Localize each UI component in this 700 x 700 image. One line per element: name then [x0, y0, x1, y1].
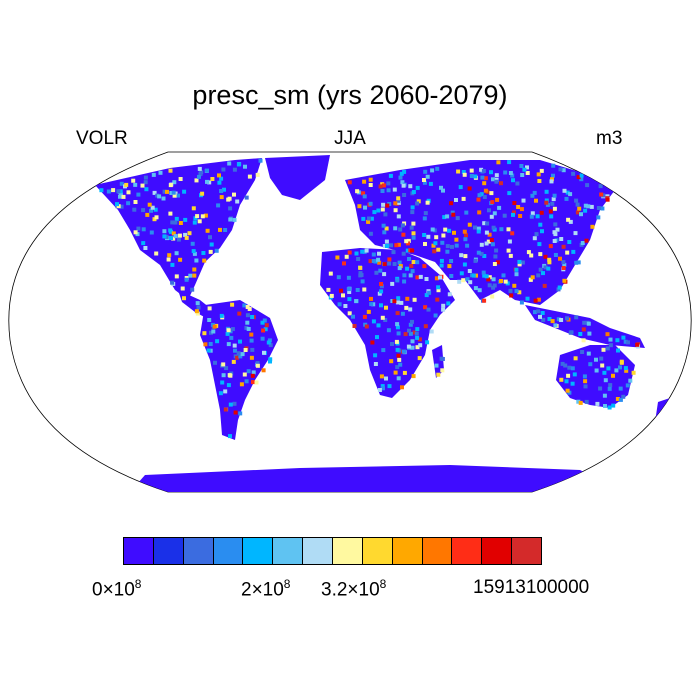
colorbar-tick-label: 15913100000 [473, 577, 590, 598]
colorbar-box [361, 537, 393, 565]
greenland [265, 155, 330, 200]
colorbar-box [242, 537, 274, 565]
colorbar-box [511, 537, 542, 565]
season-label: JJA [334, 128, 366, 149]
colorbar-box [391, 537, 423, 565]
colorbar-box [123, 537, 154, 565]
south-america [200, 300, 278, 440]
colorbar-box [182, 537, 214, 565]
antarctica [130, 465, 600, 492]
colorbar-tick-label: 2×108 [241, 577, 291, 601]
colorbar-tick-label: 3.2×108 [321, 577, 387, 601]
southeast-asia-islands [525, 305, 645, 348]
colorbar-box [302, 537, 333, 565]
map-title: presc_sm (yrs 2060-2079) [192, 80, 508, 110]
africa [320, 248, 455, 398]
colorbar-box [212, 537, 244, 565]
australia [556, 345, 635, 408]
units-label: m3 [596, 128, 623, 149]
alaska-west [95, 178, 140, 200]
variable-label: VOLR [76, 128, 128, 149]
colorbar-box [332, 537, 363, 565]
colorbar-box [451, 537, 483, 565]
colorbar-box [152, 537, 184, 565]
colorbar-box [421, 537, 453, 565]
land-speckle [99, 158, 661, 439]
colorbar-tick-label: 0×108 [92, 577, 142, 601]
colorbar-box [272, 537, 304, 565]
colorbar-box [481, 537, 513, 565]
